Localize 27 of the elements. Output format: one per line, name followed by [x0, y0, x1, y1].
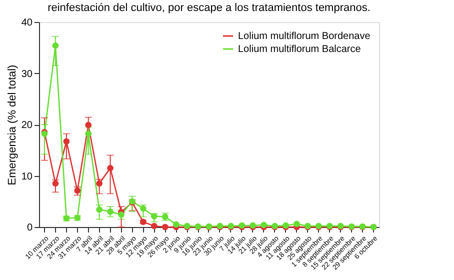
point [107, 208, 114, 215]
point [74, 187, 81, 194]
point [52, 180, 59, 187]
point [107, 164, 114, 172]
point [96, 180, 102, 187]
point [294, 220, 300, 228]
legend-label: Lolium multiflorum Balcarce [238, 44, 362, 55]
y-tick-label: 40 [21, 18, 33, 28]
point [162, 224, 168, 230]
point [118, 212, 124, 218]
point [96, 206, 102, 213]
point [85, 122, 92, 128]
y-tick-label: 20 [21, 120, 33, 131]
legend-label: Lolium multiflorum Bordenave [238, 31, 371, 42]
y-tick-label: 30 [21, 68, 33, 80]
point [52, 42, 59, 49]
point [151, 213, 158, 220]
y-tick-label: 0 [26, 222, 33, 234]
point [140, 205, 146, 212]
point [63, 138, 70, 145]
point [85, 130, 92, 137]
point [151, 222, 158, 230]
point [140, 218, 146, 226]
y-tick-label: 10 [21, 171, 33, 182]
y-axis-title: Emergencia (% del total) [6, 64, 18, 186]
point [172, 221, 180, 228]
chart-title: reinfestación del cultivo, por escape a los tratamientos tempranos. [48, 2, 370, 14]
